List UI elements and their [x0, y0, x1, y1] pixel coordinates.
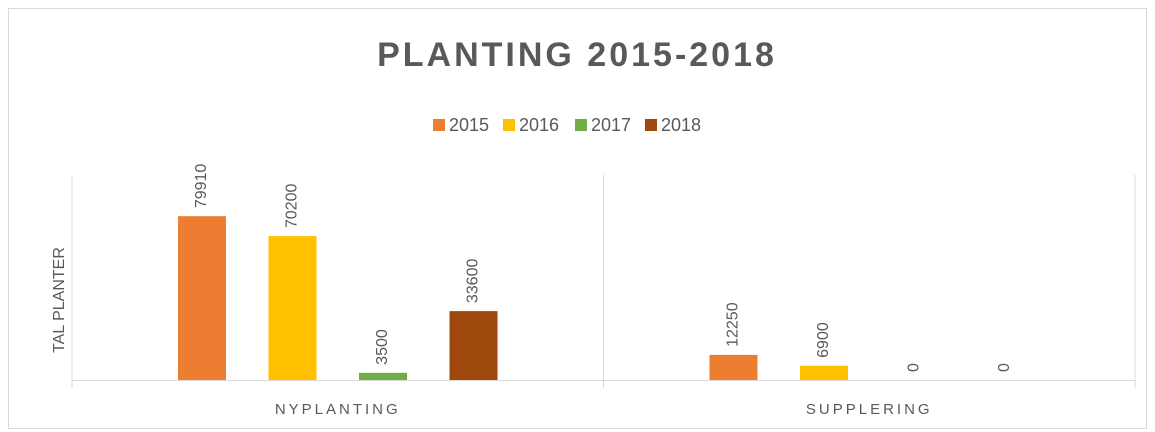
data-label: 33600: [465, 259, 482, 304]
chart-title: PLANTING 2015-2018: [377, 36, 777, 74]
legend-label: 2016: [519, 115, 559, 135]
legend-swatch: [575, 119, 587, 131]
data-label: 0: [996, 363, 1013, 372]
data-label: 70200: [284, 183, 301, 228]
x-tick-label: NYPLANTING: [275, 401, 401, 418]
data-label: 12250: [725, 302, 742, 347]
data-label: 0: [906, 363, 923, 372]
legend-swatch: [503, 119, 515, 131]
bar: [268, 236, 317, 380]
y-axis-label: TAL PLANTER: [51, 247, 68, 353]
data-label: 3500: [374, 329, 391, 365]
bar: [709, 354, 758, 380]
legend-label: 2018: [661, 115, 701, 135]
bar: [800, 365, 848, 380]
bar: [178, 216, 226, 380]
legend-swatch: [433, 119, 445, 131]
data-label: 6900: [815, 322, 832, 358]
x-tick-label: SUPPLERING: [806, 401, 933, 418]
legend-label: 2015: [449, 115, 489, 135]
bar: [449, 311, 498, 380]
legend-label: 2017: [591, 115, 631, 135]
data-label: 79910: [193, 164, 210, 209]
bar: [359, 372, 407, 380]
legend-swatch: [645, 119, 657, 131]
